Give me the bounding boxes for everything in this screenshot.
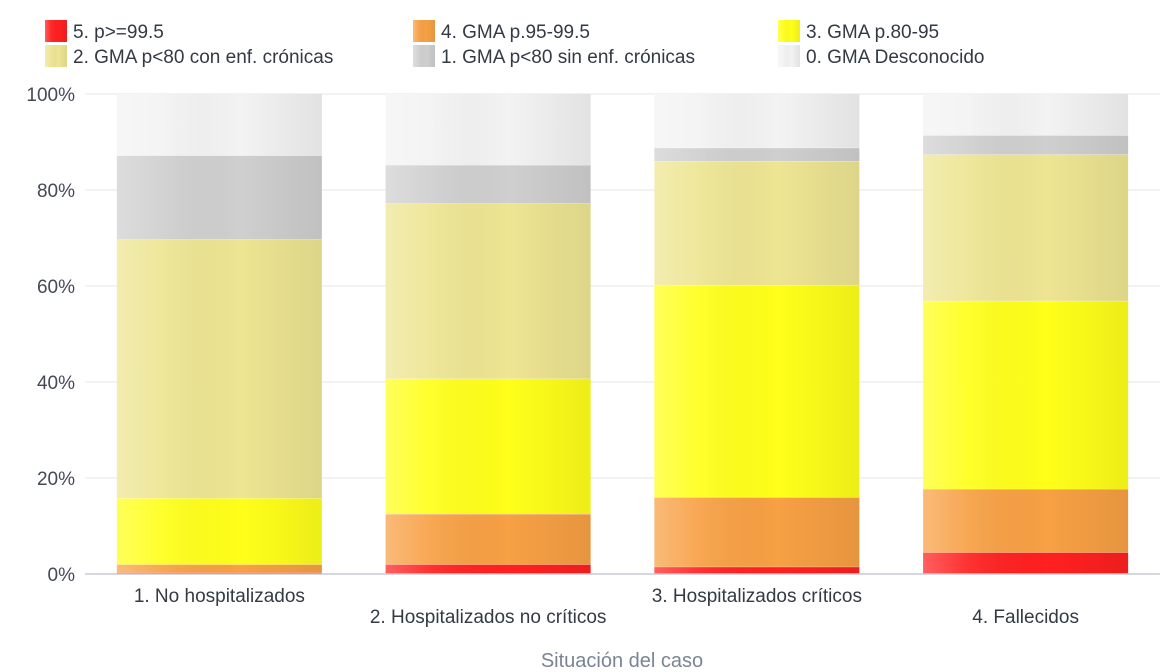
y-tick-label: 20% xyxy=(37,469,75,490)
legend-swatch-shade xyxy=(413,45,435,67)
legend-item: 0. GMA Desconocido xyxy=(778,45,984,68)
bar-segment xyxy=(116,563,322,573)
bar-segment-shade xyxy=(654,566,860,574)
bar-segment-shade xyxy=(385,378,591,514)
bar-segment xyxy=(654,284,860,498)
bar-segment-shade xyxy=(654,94,860,148)
bar-segment-shade xyxy=(385,165,591,204)
bar-segment-shade xyxy=(116,155,322,240)
y-tick-label: 80% xyxy=(37,181,75,202)
legend-label: 3. GMA p.80-95 xyxy=(806,22,939,43)
bar-segment xyxy=(116,154,322,240)
bar-segment-shade xyxy=(654,497,860,567)
bar-segment-shade xyxy=(923,94,1129,136)
bar-segment xyxy=(923,134,1129,155)
bar-segment xyxy=(385,94,591,166)
legend-swatch-shade xyxy=(45,45,67,67)
bar-segment-shade xyxy=(654,285,860,498)
legend-label: 1. GMA p<80 sin enf. crónicas xyxy=(441,47,695,68)
bar-segment xyxy=(116,497,322,565)
bar-segment-shade xyxy=(385,514,591,565)
legend-swatch-shade xyxy=(45,20,67,42)
bar-segment xyxy=(385,164,591,204)
bars-layer xyxy=(116,94,1129,574)
y-tick-label: 0% xyxy=(48,565,76,586)
legend-swatch-shade xyxy=(778,20,800,42)
x-category-label: 3. Hospitalizados críticos xyxy=(652,586,862,607)
y-tick-label: 100% xyxy=(26,85,75,106)
bar-segment xyxy=(923,94,1129,136)
bar-segment-shade xyxy=(385,94,591,166)
legend-label: 4. GMA p.95-99.5 xyxy=(441,22,590,43)
x-category-label: 4. Fallecidos xyxy=(972,607,1079,628)
bar-segment xyxy=(654,147,860,162)
bar-segment xyxy=(654,160,860,286)
legend-swatch-shade xyxy=(413,20,435,42)
y-tick-label: 60% xyxy=(37,277,75,298)
legend-swatch-shade xyxy=(778,45,800,67)
bar-segment-shade xyxy=(923,154,1129,301)
bar-segment xyxy=(923,300,1129,490)
legend-label: 5. p>=99.5 xyxy=(73,22,164,43)
bar-segment-shade xyxy=(116,498,322,565)
bar-segment-shade xyxy=(385,564,591,574)
bar-segment-shade xyxy=(116,94,322,156)
legend-label: 0. GMA Desconocido xyxy=(806,47,984,68)
bar-segment xyxy=(116,238,322,499)
x-axis-title: Situación del caso xyxy=(541,650,703,672)
bar-segment xyxy=(116,94,322,156)
bar-segment-shade xyxy=(923,552,1129,574)
bar-segment xyxy=(385,563,591,574)
bar-segment-shade xyxy=(923,135,1129,155)
bar-segment-shade xyxy=(654,161,860,286)
legend-item: 4. GMA p.95-99.5 xyxy=(413,20,590,43)
legend-item: 5. p>=99.5 xyxy=(45,20,164,43)
legend-item: 2. GMA p<80 con enf. crónicas xyxy=(45,45,333,68)
bar-segment xyxy=(385,378,591,514)
bar-segment-shade xyxy=(654,147,860,162)
bar-segment xyxy=(923,488,1129,553)
bar-segment xyxy=(923,551,1129,574)
y-tick-label: 40% xyxy=(37,373,75,394)
bar-segment-shade xyxy=(923,300,1129,490)
bar-segment xyxy=(923,153,1129,301)
bar-segment-shade xyxy=(116,564,322,573)
x-category-label: 2. Hospitalizados no críticos xyxy=(370,607,607,628)
axis-layer: 0% 20% 40% 60% 80% 100% 1. No hospitalizados 2.… xyxy=(26,85,1160,628)
bar-segment xyxy=(654,566,860,574)
bar-segment-shade xyxy=(385,203,591,379)
bar-segment xyxy=(654,94,860,148)
bar-segment xyxy=(385,513,591,565)
legend-label: 2. GMA p<80 con enf. crónicas xyxy=(73,47,333,68)
bar-segment xyxy=(654,496,860,567)
x-category-label: 1. No hospitalizados xyxy=(134,586,305,607)
legend-item: 1. GMA p<80 sin enf. crónicas xyxy=(413,45,695,68)
bar-segment-shade xyxy=(116,239,322,499)
legend-item: 3. GMA p.80-95 xyxy=(778,20,939,43)
legend: 5. p>=99.5 4. GMA p.95-99.5 3. GMA p.80-95… xyxy=(45,20,984,68)
bar-segment xyxy=(385,202,591,379)
bar-segment-shade xyxy=(923,489,1129,553)
